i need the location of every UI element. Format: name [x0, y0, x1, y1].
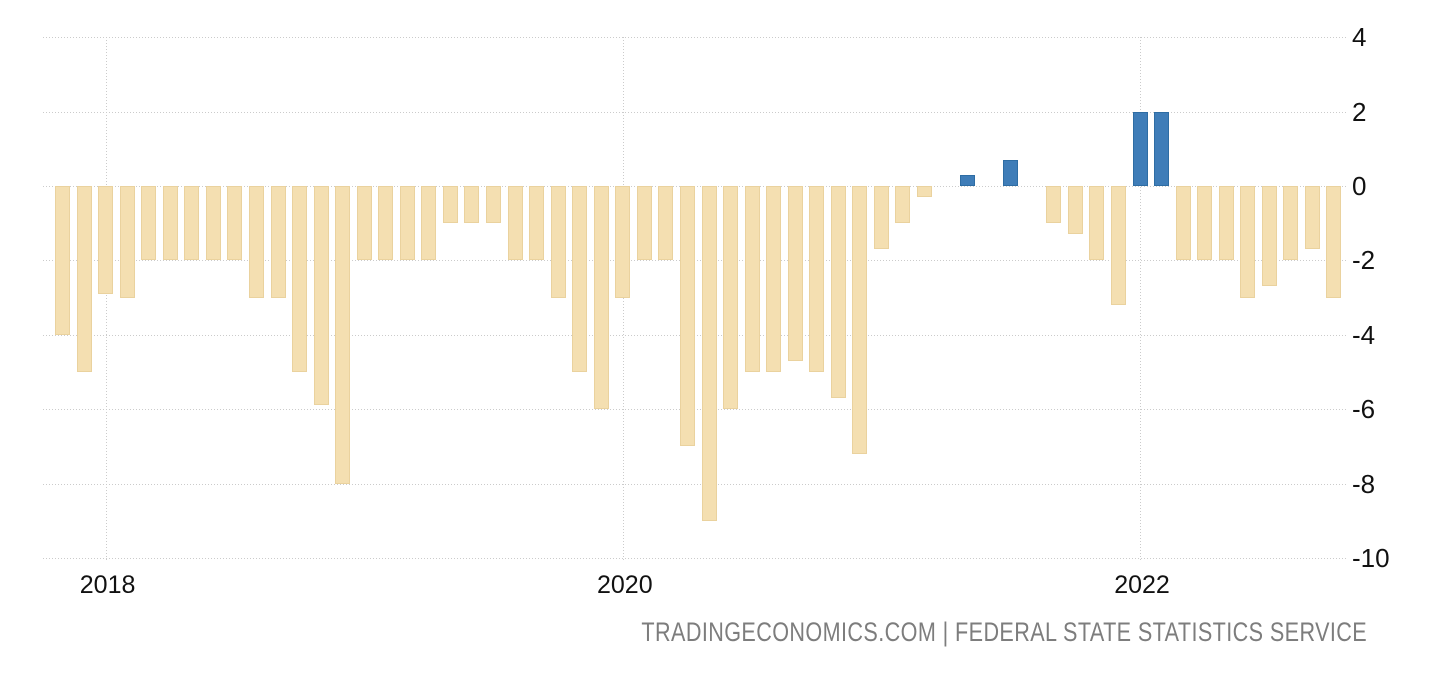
- bar[interactable]: [550, 186, 566, 298]
- y-tick-label: -6: [1352, 394, 1376, 425]
- bar[interactable]: [852, 186, 868, 454]
- gridline-vertical: [105, 37, 107, 562]
- bar[interactable]: [830, 186, 846, 399]
- gridline-horizontal: [43, 409, 1348, 411]
- bar[interactable]: [723, 186, 739, 410]
- bar[interactable]: [1326, 186, 1342, 298]
- gridline-horizontal: [43, 558, 1348, 559]
- y-tick-label: 0: [1352, 171, 1367, 201]
- bar[interactable]: [464, 186, 480, 224]
- bar[interactable]: [335, 186, 351, 484]
- bar[interactable]: [1003, 159, 1019, 186]
- bar[interactable]: [1067, 186, 1083, 235]
- bar[interactable]: [1154, 111, 1170, 186]
- bar[interactable]: [960, 174, 976, 186]
- y-tick-label: -4: [1352, 319, 1376, 350]
- bar[interactable]: [766, 186, 782, 372]
- bar[interactable]: [1240, 186, 1256, 298]
- bar[interactable]: [917, 186, 932, 198]
- bar[interactable]: [529, 186, 545, 261]
- bar[interactable]: [636, 186, 652, 261]
- bar[interactable]: [1197, 186, 1213, 261]
- bar[interactable]: [184, 186, 200, 261]
- bar[interactable]: [442, 186, 458, 224]
- bar[interactable]: [270, 186, 286, 298]
- bar[interactable]: [421, 186, 437, 261]
- bar[interactable]: [1089, 186, 1105, 261]
- bar[interactable]: [55, 186, 70, 335]
- bar[interactable]: [248, 186, 264, 298]
- bar[interactable]: [744, 186, 760, 372]
- bar[interactable]: [1046, 186, 1062, 224]
- gridline-vertical: [622, 37, 624, 562]
- gridline-horizontal: [43, 37, 1348, 39]
- bar[interactable]: [1110, 186, 1126, 306]
- bar[interactable]: [76, 186, 92, 372]
- bar[interactable]: [313, 186, 329, 406]
- bar[interactable]: [895, 186, 911, 224]
- bar[interactable]: [1283, 186, 1299, 261]
- bar[interactable]: [98, 186, 114, 294]
- attribution: TRADINGECONOMICS.COM | FEDERAL STATE STA…: [641, 617, 1367, 647]
- bar[interactable]: [701, 186, 717, 521]
- gridline-horizontal: [43, 186, 1348, 187]
- bar[interactable]: [593, 186, 609, 410]
- x-tick-label: 2018: [79, 571, 136, 599]
- bar[interactable]: [658, 186, 674, 261]
- y-tick-label: 2: [1352, 96, 1367, 127]
- bar[interactable]: [873, 186, 889, 250]
- y-tick-label: -10: [1352, 543, 1390, 573]
- bar[interactable]: [119, 186, 135, 298]
- bar[interactable]: [162, 186, 178, 261]
- bar[interactable]: [399, 186, 415, 261]
- bar[interactable]: [615, 186, 631, 298]
- bar[interactable]: [227, 186, 243, 261]
- gridline-horizontal: [43, 483, 1348, 485]
- gridline-horizontal: [43, 260, 1348, 262]
- bar[interactable]: [1175, 186, 1191, 261]
- gridline-vertical: [1140, 37, 1141, 562]
- x-tick-label: 2022: [1114, 571, 1170, 599]
- bar[interactable]: [572, 186, 588, 372]
- bar[interactable]: [378, 186, 394, 261]
- bar[interactable]: [292, 186, 308, 372]
- y-tick-label: 4: [1352, 22, 1367, 53]
- bar[interactable]: [205, 186, 221, 261]
- bar[interactable]: [1304, 186, 1320, 250]
- bar[interactable]: [486, 186, 501, 224]
- bar[interactable]: [1218, 186, 1234, 261]
- y-tick-label: -2: [1352, 245, 1376, 276]
- bar[interactable]: [809, 186, 825, 372]
- bar[interactable]: [141, 186, 157, 261]
- bar[interactable]: [507, 186, 523, 261]
- x-tick-label: 2020: [596, 571, 653, 599]
- y-tick-label: -8: [1352, 468, 1376, 499]
- bar[interactable]: [1132, 111, 1148, 186]
- bar[interactable]: [356, 186, 372, 261]
- bar[interactable]: [787, 186, 803, 361]
- bar[interactable]: [1261, 186, 1277, 287]
- bar[interactable]: [679, 186, 695, 447]
- gridline-horizontal: [43, 334, 1348, 336]
- gridline-horizontal: [43, 111, 1348, 113]
